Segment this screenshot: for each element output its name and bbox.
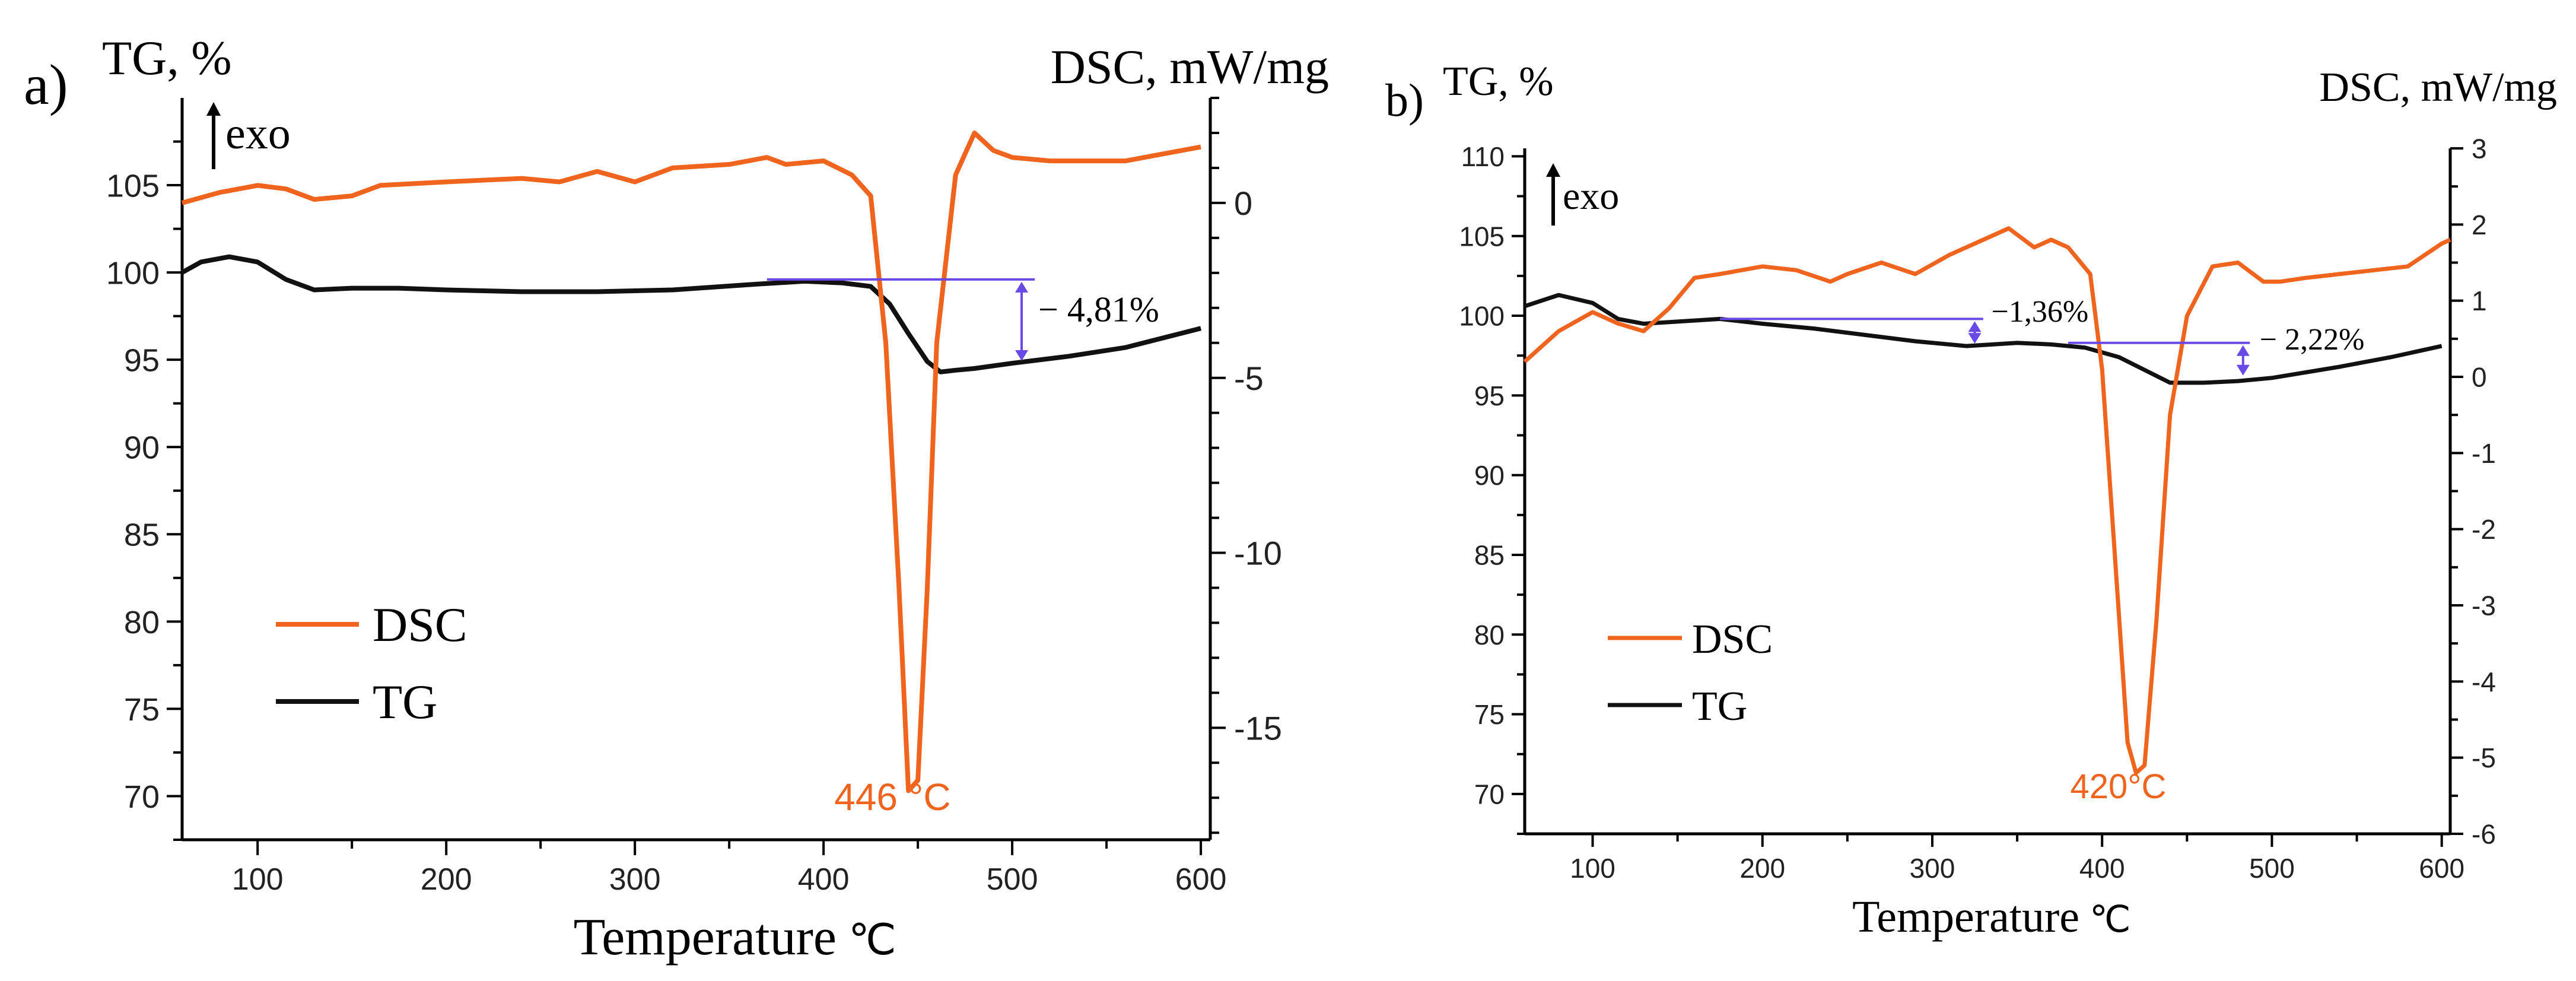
right-y-tick-label: -10: [1234, 535, 1282, 572]
x-axis-title: Temperature ℃: [574, 909, 896, 966]
left-y-tick-label: 75: [124, 692, 160, 728]
x-tick-label: 100: [1570, 853, 1615, 884]
left-y-tick-label: 75: [1474, 699, 1505, 730]
left-y-tick-label: 100: [106, 256, 160, 291]
left-y-tick-label: 105: [1459, 221, 1505, 252]
left-y-tick-label: 95: [1474, 380, 1505, 411]
x-axis-unit: ℃: [2090, 900, 2131, 940]
panel-b: b) TG, % DSC, mW/mg exo 100 200 300 400 500 6…: [1385, 59, 2557, 942]
panel-label: a): [24, 53, 68, 116]
tick-group: 100 200 300 400 500 600 70 75 80 85 90 95 100 105 0 -5 -…: [106, 97, 1282, 897]
dsc-series-line: [1523, 226, 2451, 775]
x-tick-label: 300: [1910, 853, 1955, 884]
x-tick-label: 400: [2079, 853, 2125, 884]
tg-series-line: [181, 254, 1202, 374]
exo-label: exo: [1563, 174, 1619, 218]
right-y-tick-label: -5: [1234, 360, 1264, 397]
left-y-tick-label: 100: [1459, 301, 1505, 332]
right-y-tick-label: -4: [2472, 666, 2496, 697]
left-y-tick-label: 90: [124, 430, 160, 466]
left-y-tick-label: 95: [124, 343, 160, 379]
x-tick-label: 600: [1175, 862, 1227, 897]
right-y-tick-label: -3: [2472, 590, 2496, 621]
x-tick-label: 100: [232, 862, 284, 897]
right-y-tick-label: -2: [2472, 514, 2496, 545]
arrow-up-icon: [1968, 321, 1982, 332]
x-tick-label: 500: [2249, 853, 2295, 884]
x-tick-label: 200: [421, 862, 472, 897]
left-y-tick-label: 80: [1474, 620, 1505, 650]
right-y-tick-label: 0: [2472, 362, 2487, 393]
tg-series-line: [1524, 293, 2443, 385]
x-tick-label: 600: [2419, 853, 2464, 884]
left-y-tick-label: 70: [1474, 779, 1505, 809]
right-y-tick-label: 3: [2472, 134, 2487, 164]
x-axis-label: Temperature: [1852, 892, 2079, 942]
tick-group: 100 200 300 400 500 600 70 75 80 85 90 95 100 105 110 3…: [1459, 134, 2496, 884]
left-y-tick-label: 105: [106, 168, 160, 204]
right-y-tick-label: -1: [2472, 438, 2496, 469]
arrow-up-icon: [1015, 281, 1029, 293]
x-tick-label: 400: [798, 862, 850, 897]
right-axis-title: DSC, mW/mg: [1051, 40, 1329, 94]
legend-dsc-label: DSC: [373, 598, 468, 652]
exo-arrowhead-icon: [1546, 163, 1560, 177]
x-axis-unit: ℃: [848, 916, 896, 964]
panel-label: b): [1385, 74, 1424, 126]
left-y-tick-label: 110: [1461, 141, 1505, 172]
dsc-series-line: [181, 130, 1201, 793]
x-tick-label: 300: [609, 862, 661, 897]
right-y-tick-label: 1: [2472, 285, 2487, 316]
left-y-tick-label: 80: [124, 605, 160, 640]
left-y-tick-label: 90: [1474, 460, 1505, 491]
legend-tg-label: TG: [1692, 684, 1747, 729]
arrow-down-icon: [2236, 364, 2250, 376]
right-y-tick-label: -5: [2472, 742, 2496, 773]
legend: DSC TG: [276, 598, 468, 729]
exo-arrowhead-icon: [206, 102, 221, 116]
mass-loss-annotations: − 4,81%: [767, 278, 1159, 361]
mass-loss-label: −1,36%: [1992, 295, 2089, 329]
right-y-tick-label: -6: [2472, 819, 2496, 850]
legend-dsc-label: DSC: [1692, 617, 1773, 662]
peak-temperature-label: 446 °C: [834, 776, 950, 818]
mass-loss-label: − 2,22%: [2260, 323, 2365, 357]
left-y-tick-label: 70: [124, 779, 160, 815]
exo-label: exo: [225, 109, 291, 158]
x-axis-title: Temperature ℃: [1852, 892, 2131, 942]
legend-tg-label: TG: [373, 675, 437, 729]
left-y-tick-label: 85: [124, 518, 160, 553]
legend: DSC TG: [1608, 617, 1773, 729]
arrow-up-icon: [2236, 345, 2250, 356]
x-tick-label: 200: [1739, 853, 1785, 884]
arrow-down-icon: [1968, 333, 1982, 344]
exo-indicator: exo: [206, 102, 291, 169]
right-y-tick-label: 0: [1234, 185, 1252, 222]
right-axis-title: DSC, mW/mg: [2319, 65, 2557, 110]
peak-temperature-label: 420°C: [2071, 767, 2167, 806]
left-y-tick-label: 85: [1474, 540, 1505, 571]
panel-a: a) TG, % DSC, mW/mg exo 100 200 300 400 500 6…: [24, 31, 1329, 966]
exo-indicator: exo: [1546, 163, 1619, 226]
x-tick-label: 500: [987, 862, 1038, 897]
right-y-tick-label: -15: [1234, 709, 1282, 747]
left-axis-title: TG, %: [102, 31, 232, 85]
x-axis-label: Temperature: [574, 909, 837, 966]
arrow-down-icon: [1015, 350, 1029, 361]
mass-loss-label: − 4,81%: [1038, 290, 1159, 329]
mass-loss-annotations: −1,36% − 2,22%: [1720, 295, 2364, 376]
right-y-tick-label: 2: [2472, 209, 2487, 240]
left-axis-title: TG, %: [1443, 59, 1554, 104]
